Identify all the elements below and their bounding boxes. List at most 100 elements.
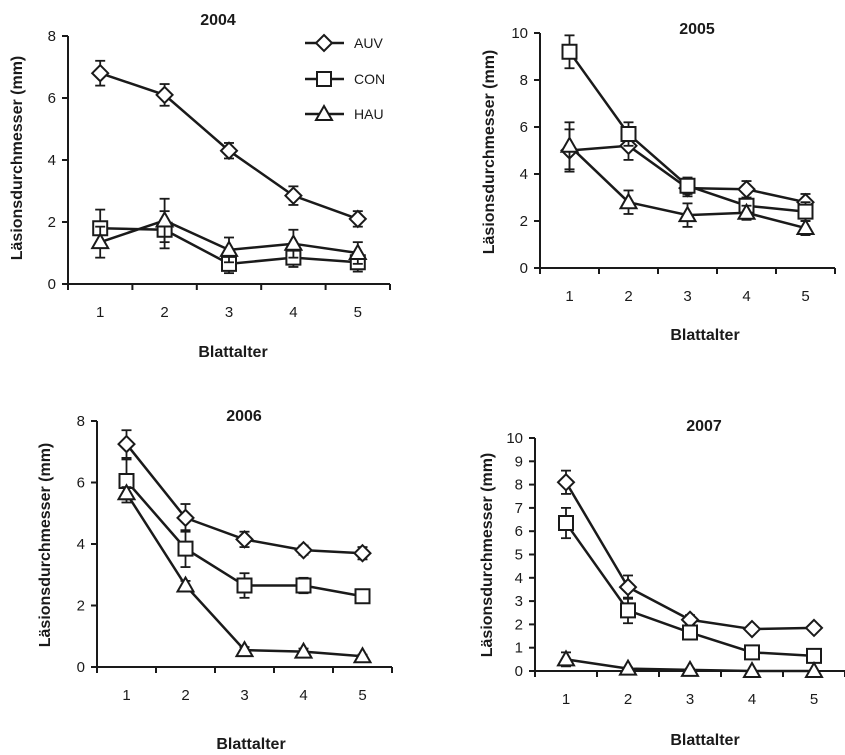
square-icon <box>316 71 332 87</box>
x-tick-label: 1 <box>122 687 130 704</box>
y-tick-label: 4 <box>520 166 528 183</box>
data-point <box>234 640 255 658</box>
y-tick-label: 8 <box>515 477 523 494</box>
y-tick-label: 7 <box>515 500 523 517</box>
y-tick-label: 6 <box>520 119 528 136</box>
data-point <box>806 647 822 664</box>
axes-2006: 0 2 4 6 8 1 2 3 4 5 <box>77 413 393 704</box>
series-auv-2005 <box>560 128 815 212</box>
y-tick-label: 9 <box>515 453 523 470</box>
series-line <box>564 481 815 631</box>
y-axis-label-2005: Läsionsdurchmesser (mm) <box>481 50 498 255</box>
x-tick-label: 2 <box>160 304 168 321</box>
y-tick-label: 8 <box>48 28 56 45</box>
y-tick-label: 0 <box>48 276 56 293</box>
legend-item-con: CON <box>305 71 385 87</box>
series-con-2007 <box>558 506 822 664</box>
series-auv-2006 <box>117 429 372 563</box>
legend-label-con: CON <box>354 71 385 87</box>
y-tick-label: 10 <box>511 25 528 42</box>
data-point <box>797 203 814 220</box>
x-axis-label-2006: Blattalter <box>216 736 285 753</box>
y-tick-label: 0 <box>515 663 523 680</box>
data-point <box>176 508 195 528</box>
plot-area-2004 <box>90 59 368 275</box>
data-point <box>352 646 373 664</box>
data-point <box>618 658 638 676</box>
chart-panel-2006: 2006 Blattalter Läsionsdurchmesser (mm) … <box>37 408 393 753</box>
chart-title-2007: 2007 <box>686 418 722 435</box>
data-point <box>618 577 638 597</box>
series-con-2005 <box>561 34 814 222</box>
x-tick-label: 3 <box>240 687 248 704</box>
x-tick-label: 1 <box>96 304 104 321</box>
x-tick-label: 4 <box>748 691 756 708</box>
x-tick-label: 3 <box>225 304 233 321</box>
data-point <box>155 85 175 105</box>
data-point <box>618 192 639 210</box>
data-point <box>680 659 700 677</box>
chart-panel-2005: 2005 Blattalter Läsionsdurchmesser (mm) … <box>481 21 836 344</box>
data-point <box>620 126 637 143</box>
data-point <box>177 540 194 557</box>
chart-panel-2004: 2004 Blattalter Läsionsdurchmesser (mm) … <box>9 12 391 361</box>
x-tick-label: 1 <box>565 288 573 305</box>
data-point <box>736 202 757 220</box>
data-point <box>116 483 137 501</box>
data-point <box>354 588 371 605</box>
data-point <box>219 239 239 257</box>
y-tick-label: 10 <box>506 430 523 447</box>
triangle-icon <box>314 103 334 121</box>
series-auv-2007 <box>556 469 824 639</box>
x-tick-label: 5 <box>810 691 818 708</box>
data-point <box>561 43 578 60</box>
data-point <box>175 575 196 593</box>
series-hau-2004 <box>90 197 368 265</box>
data-point <box>559 135 580 153</box>
data-point <box>556 649 576 667</box>
data-point <box>283 233 304 251</box>
legend-label-hau: HAU <box>354 106 384 122</box>
data-point <box>90 232 110 250</box>
legend-label-auv: AUV <box>354 35 383 51</box>
y-tick-label: 1 <box>515 640 523 657</box>
x-tick-label: 3 <box>686 691 694 708</box>
plot-area-2005 <box>559 34 816 237</box>
y-tick-label: 8 <box>520 72 528 89</box>
data-point <box>620 602 636 619</box>
y-axis-label-2007: Läsionsdurchmesser (mm) <box>479 453 496 658</box>
series-auv-2004 <box>90 59 368 229</box>
data-point <box>295 577 312 594</box>
legend: AUV CON HAU <box>305 33 385 122</box>
chart-title-2006: 2006 <box>226 408 262 425</box>
diamond-icon <box>314 33 334 53</box>
y-tick-label: 2 <box>48 214 56 231</box>
data-point <box>556 472 576 492</box>
data-point <box>293 641 314 659</box>
y-tick-label: 6 <box>77 475 85 492</box>
data-point <box>677 205 698 223</box>
y-tick-label: 2 <box>520 213 528 230</box>
data-point <box>804 618 824 638</box>
x-tick-label: 4 <box>289 304 297 321</box>
x-axis-label-2007: Blattalter <box>670 732 739 749</box>
series-hau-2005 <box>559 121 816 237</box>
data-point <box>558 515 574 532</box>
y-tick-label: 6 <box>515 523 523 540</box>
y-axis-label-2006: Läsionsdurchmesser (mm) <box>37 443 54 648</box>
data-point <box>90 63 110 83</box>
y-tick-label: 0 <box>520 260 528 277</box>
x-tick-label: 5 <box>354 304 362 321</box>
data-point <box>804 660 824 678</box>
data-point <box>117 434 136 454</box>
x-tick-label: 4 <box>742 288 750 305</box>
data-point <box>236 577 253 594</box>
data-point <box>795 218 816 236</box>
y-tick-label: 5 <box>515 547 523 564</box>
x-tick-label: 2 <box>624 288 632 305</box>
data-point <box>737 179 756 199</box>
y-axis-label-2004: Läsionsdurchmesser (mm) <box>9 56 26 261</box>
x-axis-label-2005: Blattalter <box>670 327 739 344</box>
legend-item-hau: HAU <box>305 103 384 122</box>
